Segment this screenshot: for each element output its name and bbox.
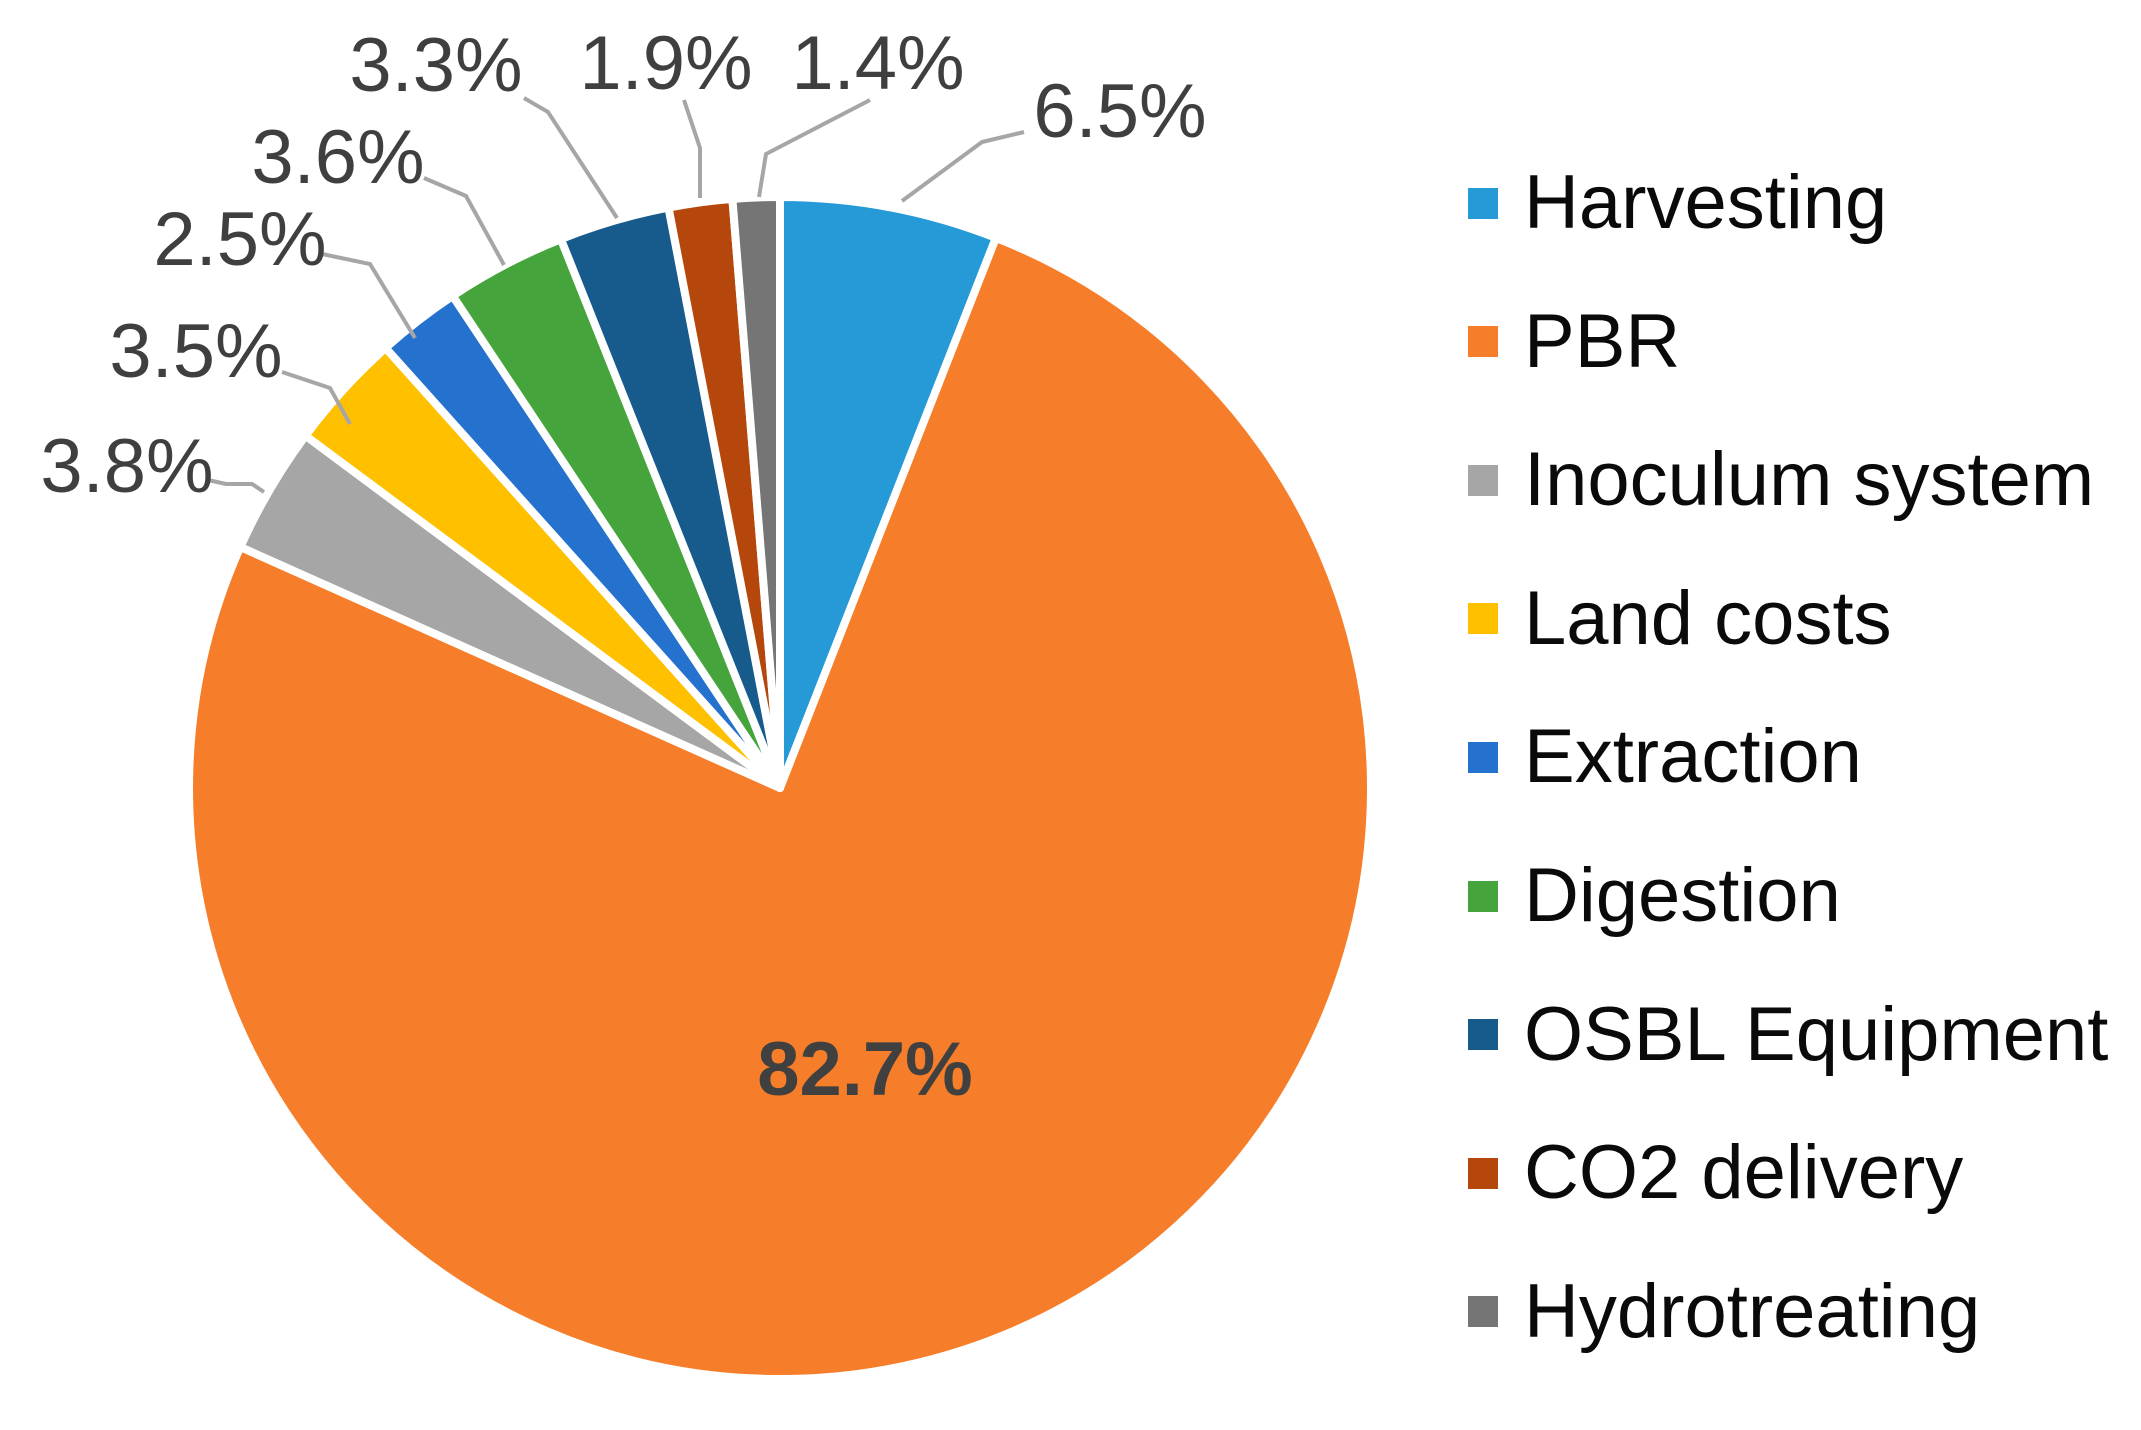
legend-swatch-land-costs xyxy=(1468,603,1498,635)
leader-line-harvesting xyxy=(900,130,1025,203)
legend-label-osbl-equipment: OSBL Equipment xyxy=(1524,991,2109,1077)
legend-swatch-harvesting xyxy=(1468,187,1498,219)
legend-item-co2-delivery: CO2 delivery xyxy=(1468,1127,1963,1219)
slice-pbr xyxy=(185,233,1376,1384)
legend-label-pbr: PBR xyxy=(1524,298,1681,384)
leader-line-digestion xyxy=(423,176,506,266)
legend-item-pbr: PBR xyxy=(1468,296,1680,388)
slice-hydrotreating xyxy=(728,192,784,792)
legend-label-land-costs: Land costs xyxy=(1524,575,1892,661)
leader-line-hydrotreating xyxy=(757,98,871,198)
legend-label-inoculum-system: Inoculum system xyxy=(1524,437,2095,523)
legend-item-harvesting: Harvesting xyxy=(1468,157,1887,249)
leader-line-land-costs xyxy=(281,370,352,425)
legend-swatch-osbl-equipment xyxy=(1468,1019,1498,1051)
legend-item-hydrotreating: Hydrotreating xyxy=(1468,1266,1980,1358)
legend-swatch-extraction xyxy=(1468,741,1498,773)
legend-label-digestion: Digestion xyxy=(1524,853,1841,938)
legend-label-extraction: Extraction xyxy=(1524,714,1862,800)
legend-item-inoculum-system: Inoculum system xyxy=(1468,434,2094,526)
leader-line-inoculum-system xyxy=(207,478,266,494)
legend-label-hydrotreating: Hydrotreating xyxy=(1524,1268,1981,1354)
legend-item-extraction: Extraction xyxy=(1468,711,1862,803)
leader-line-extraction xyxy=(321,252,417,340)
legend-swatch-co2-delivery xyxy=(1468,1157,1498,1189)
legend-swatch-digestion xyxy=(1468,880,1498,912)
leader-line-osbl-equipment xyxy=(522,96,619,220)
legend-label-harvesting: Harvesting xyxy=(1524,160,1888,245)
leader-line-co2-delivery xyxy=(682,99,702,198)
legend-swatch-hydrotreating xyxy=(1468,1296,1498,1328)
legend-item-osbl-equipment: OSBL Equipment xyxy=(1468,989,2108,1081)
legend-item-land-costs: Land costs xyxy=(1468,573,1892,665)
legend-label-co2-delivery: CO2 delivery xyxy=(1524,1130,1964,1216)
legend-swatch-pbr xyxy=(1468,326,1498,358)
legend-swatch-inoculum-system xyxy=(1468,464,1498,496)
legend-item-digestion: Digestion xyxy=(1468,850,1841,942)
